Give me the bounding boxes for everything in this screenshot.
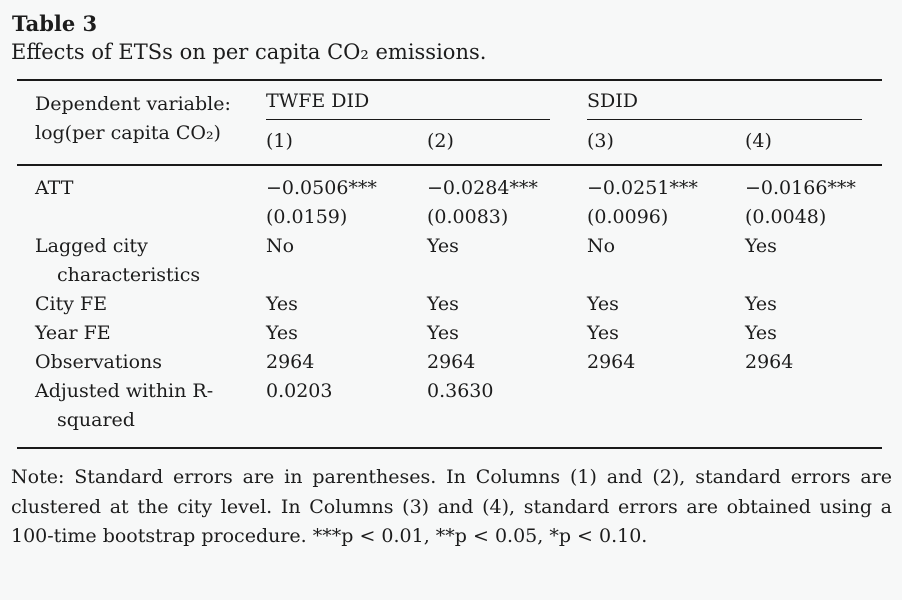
lagged-city-col2: Yes bbox=[427, 235, 459, 257]
lagged-city-col4: Yes bbox=[745, 235, 777, 257]
table-number-title: Table 3 bbox=[12, 11, 98, 36]
adj-r2-col3 bbox=[587, 377, 745, 435]
coefficient-col3: −0.0251*** bbox=[587, 177, 698, 199]
column-header-2: (2) bbox=[427, 130, 454, 152]
table-row-observations: Observations 2964 2964 2964 2964 bbox=[17, 348, 882, 377]
row-label-line1: Lagged city bbox=[35, 235, 148, 257]
table-row-year-fe: Year FE Yes Yes Yes Yes bbox=[17, 319, 882, 348]
row-label-att: ATT bbox=[35, 177, 74, 199]
row-label-line1: Adjusted within R- bbox=[35, 380, 214, 402]
year-fe-col1: Yes bbox=[266, 322, 298, 344]
table-body: ATT −0.0506*** (0.0159) −0.0284*** (0.00… bbox=[17, 166, 882, 449]
table-caption: Effects of ETSs on per capita CO₂ emissi… bbox=[11, 40, 487, 64]
year-fe-col3: Yes bbox=[587, 322, 619, 344]
row-label-lagged-city: Lagged city characteristics bbox=[17, 232, 266, 290]
adj-r2-col1: 0.0203 bbox=[266, 380, 333, 402]
standard-error-col2: (0.0083) bbox=[427, 206, 509, 228]
city-fe-col4: Yes bbox=[745, 293, 777, 315]
column-group-sdid: SDID bbox=[587, 90, 882, 120]
table-row-adjusted-r-squared: Adjusted within R- squared 0.0203 0.3630 bbox=[17, 377, 882, 435]
table-note: Note: Standard errors are in parentheses… bbox=[11, 466, 892, 547]
standard-error-col4: (0.0048) bbox=[745, 206, 827, 228]
row-label-line2: characteristics bbox=[57, 264, 201, 286]
year-fe-col2: Yes bbox=[427, 322, 459, 344]
coefficient-col4: −0.0166*** bbox=[745, 177, 856, 199]
city-fe-col1: Yes bbox=[266, 293, 298, 315]
column-header-4: (4) bbox=[745, 130, 772, 152]
adj-r2-col2: 0.3630 bbox=[427, 380, 494, 402]
att-cell-col3: −0.0251*** (0.0096) bbox=[587, 174, 745, 232]
adj-r2-col4 bbox=[745, 377, 882, 435]
observations-col4: 2964 bbox=[745, 351, 794, 373]
dependent-variable-line1: Dependent variable: bbox=[35, 93, 231, 115]
regression-table: Dependent variable: log(per capita CO₂) … bbox=[17, 79, 882, 449]
observations-col3: 2964 bbox=[587, 351, 636, 373]
table-header: Dependent variable: log(per capita CO₂) … bbox=[17, 79, 882, 166]
column-group-twfe-did-label: TWFE DID bbox=[266, 90, 550, 120]
column-header-3: (3) bbox=[587, 130, 614, 152]
table-row-lagged-city-characteristics: Lagged city characteristics No Yes No Ye… bbox=[17, 232, 882, 290]
city-fe-col2: Yes bbox=[427, 293, 459, 315]
row-label-year-fe: Year FE bbox=[35, 322, 111, 344]
column-group-sdid-label: SDID bbox=[587, 90, 862, 120]
row-label-observations: Observations bbox=[35, 351, 163, 373]
lagged-city-col3: No bbox=[587, 235, 616, 257]
year-fe-col4: Yes bbox=[745, 322, 777, 344]
table-row-att: ATT −0.0506*** (0.0159) −0.0284*** (0.00… bbox=[17, 174, 882, 232]
att-cell-col4: −0.0166*** (0.0048) bbox=[745, 174, 882, 232]
column-group-twfe-did: TWFE DID bbox=[266, 90, 587, 120]
lagged-city-col1: No bbox=[266, 235, 295, 257]
standard-error-col3: (0.0096) bbox=[587, 206, 669, 228]
coefficient-col2: −0.0284*** bbox=[427, 177, 538, 199]
coefficient-col1: −0.0506*** bbox=[266, 177, 377, 199]
row-label-adjusted-r-squared: Adjusted within R- squared bbox=[17, 377, 266, 435]
table-row-city-fe: City FE Yes Yes Yes Yes bbox=[17, 290, 882, 319]
row-label-line2: squared bbox=[57, 409, 135, 431]
dependent-variable-line2: log(per capita CO₂) bbox=[35, 122, 221, 144]
standard-error-col1: (0.0159) bbox=[266, 206, 348, 228]
observations-col2: 2964 bbox=[427, 351, 476, 373]
column-header-1: (1) bbox=[266, 130, 293, 152]
att-cell-col1: −0.0506*** (0.0159) bbox=[266, 174, 427, 232]
observations-col1: 2964 bbox=[266, 351, 315, 373]
city-fe-col3: Yes bbox=[587, 293, 619, 315]
att-cell-col2: −0.0284*** (0.0083) bbox=[427, 174, 587, 232]
dependent-variable-label: Dependent variable: log(per capita CO₂) bbox=[17, 90, 266, 152]
row-label-city-fe: City FE bbox=[35, 293, 108, 315]
